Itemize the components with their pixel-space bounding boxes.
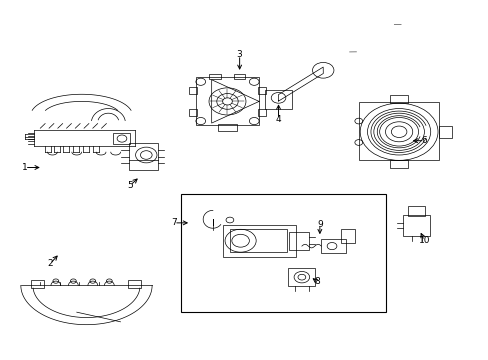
Bar bbox=[233, 73, 245, 79]
Bar bbox=[209, 73, 221, 79]
Bar bbox=[181, 194, 385, 312]
Bar bbox=[217, 124, 237, 131]
Bar bbox=[264, 90, 291, 109]
Bar bbox=[287, 268, 315, 286]
Text: 2: 2 bbox=[47, 260, 53, 269]
Bar bbox=[288, 232, 308, 249]
Bar bbox=[30, 280, 44, 288]
Bar bbox=[188, 87, 197, 94]
Text: 5: 5 bbox=[127, 181, 133, 190]
Text: 7: 7 bbox=[171, 219, 177, 228]
Text: 1: 1 bbox=[22, 163, 27, 172]
Bar bbox=[389, 160, 407, 168]
Bar bbox=[389, 95, 407, 103]
Bar bbox=[340, 229, 355, 243]
Bar bbox=[257, 109, 266, 116]
Bar bbox=[222, 225, 295, 257]
Text: 8: 8 bbox=[314, 277, 320, 286]
Bar bbox=[129, 143, 158, 170]
Bar bbox=[257, 87, 266, 94]
Bar bbox=[439, 126, 451, 138]
Bar bbox=[229, 229, 287, 252]
Text: 4: 4 bbox=[275, 115, 281, 124]
Bar bbox=[403, 215, 429, 237]
Bar bbox=[188, 109, 197, 116]
Text: 6: 6 bbox=[421, 136, 427, 145]
Text: 9: 9 bbox=[316, 220, 322, 229]
Bar bbox=[196, 77, 259, 125]
Bar bbox=[127, 280, 141, 288]
Bar bbox=[113, 133, 130, 144]
Bar bbox=[358, 103, 439, 160]
Text: 10: 10 bbox=[418, 236, 429, 245]
Text: 3: 3 bbox=[236, 50, 242, 59]
Bar bbox=[407, 206, 425, 216]
Bar bbox=[321, 239, 345, 253]
